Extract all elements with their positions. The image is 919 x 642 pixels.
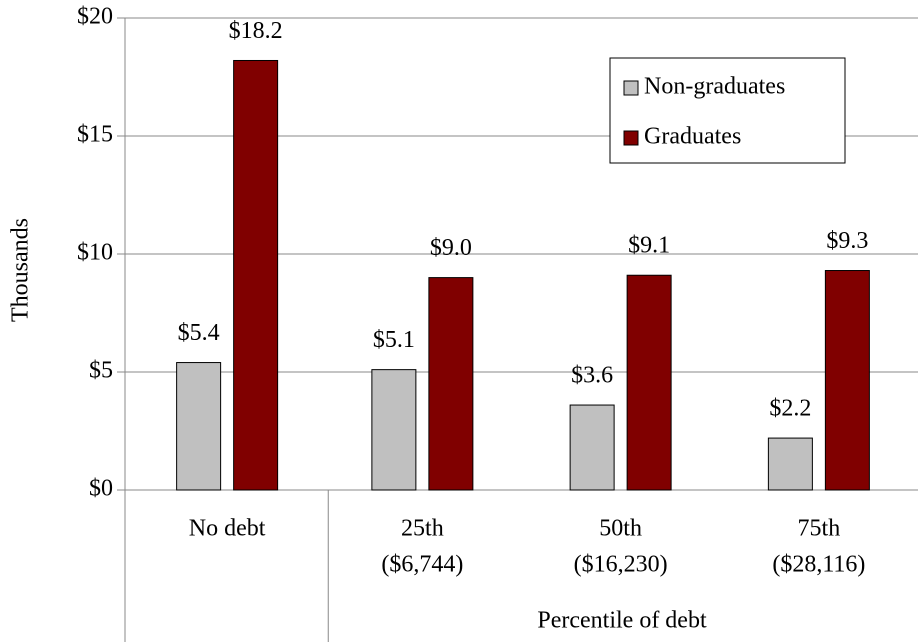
legend-swatch <box>623 80 639 96</box>
x-tick-label: No debt <box>189 516 266 542</box>
bar <box>176 362 222 491</box>
legend-swatch <box>623 130 639 146</box>
bar <box>428 277 474 491</box>
x-tick-label: ($16,230) <box>574 552 668 578</box>
y-tick-label: $10 <box>77 240 113 266</box>
bar <box>569 404 615 491</box>
y-tick-label: $15 <box>77 122 113 148</box>
y-tick-label: $20 <box>77 4 113 30</box>
legend-box <box>609 57 846 164</box>
bar <box>233 59 279 491</box>
value-label: $2.2 <box>769 396 811 422</box>
x-tick-label: ($28,116) <box>772 552 865 578</box>
value-label: $5.4 <box>178 320 220 346</box>
x-tick-label: 50th <box>599 516 642 542</box>
value-label: $9.0 <box>430 235 472 261</box>
x-axis-label: Percentile of debt <box>537 608 707 634</box>
bar <box>371 369 417 491</box>
x-tick-label: ($6,744) <box>381 552 463 578</box>
bar <box>626 274 672 491</box>
value-label: $3.6 <box>571 363 613 389</box>
bar <box>767 437 813 491</box>
value-label: $18.2 <box>229 18 283 44</box>
y-tick-label: $5 <box>89 358 113 384</box>
legend-label: Non-graduates <box>644 74 785 100</box>
x-tick-label: 75th <box>798 516 841 542</box>
value-label: $9.3 <box>826 228 868 254</box>
value-label: $5.1 <box>373 327 415 353</box>
x-tick-label: 25th <box>401 516 444 542</box>
y-axis-label: Thousands <box>8 218 34 322</box>
bar <box>824 270 870 491</box>
value-label: $9.1 <box>628 233 670 259</box>
legend-label: Graduates <box>644 124 741 150</box>
y-tick-label: $0 <box>89 476 113 502</box>
